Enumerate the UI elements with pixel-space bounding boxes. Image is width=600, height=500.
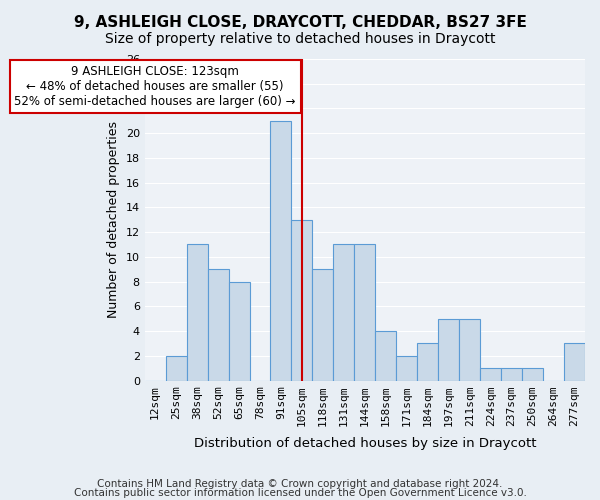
Bar	[229, 282, 250, 380]
Bar	[208, 269, 229, 380]
Bar	[271, 121, 292, 380]
Bar	[396, 356, 417, 380]
Text: 9 ASHLEIGH CLOSE: 123sqm
← 48% of detached houses are smaller (55)
52% of semi-d: 9 ASHLEIGH CLOSE: 123sqm ← 48% of detach…	[14, 65, 296, 108]
Bar	[564, 344, 585, 380]
Text: Contains public sector information licensed under the Open Government Licence v3: Contains public sector information licen…	[74, 488, 526, 498]
Bar	[438, 318, 459, 380]
Bar	[501, 368, 522, 380]
Bar	[334, 244, 355, 380]
Bar	[166, 356, 187, 380]
Bar	[459, 318, 480, 380]
Y-axis label: Number of detached properties: Number of detached properties	[107, 122, 120, 318]
Text: 9, ASHLEIGH CLOSE, DRAYCOTT, CHEDDAR, BS27 3FE: 9, ASHLEIGH CLOSE, DRAYCOTT, CHEDDAR, BS…	[74, 15, 526, 30]
Bar	[187, 244, 208, 380]
Bar	[417, 344, 438, 380]
X-axis label: Distribution of detached houses by size in Draycott: Distribution of detached houses by size …	[194, 437, 536, 450]
Bar	[292, 220, 313, 380]
Bar	[376, 331, 396, 380]
Bar	[522, 368, 543, 380]
Bar	[355, 244, 376, 380]
Bar	[480, 368, 501, 380]
Text: Size of property relative to detached houses in Draycott: Size of property relative to detached ho…	[105, 32, 495, 46]
Text: Contains HM Land Registry data © Crown copyright and database right 2024.: Contains HM Land Registry data © Crown c…	[97, 479, 503, 489]
Bar	[313, 269, 334, 380]
